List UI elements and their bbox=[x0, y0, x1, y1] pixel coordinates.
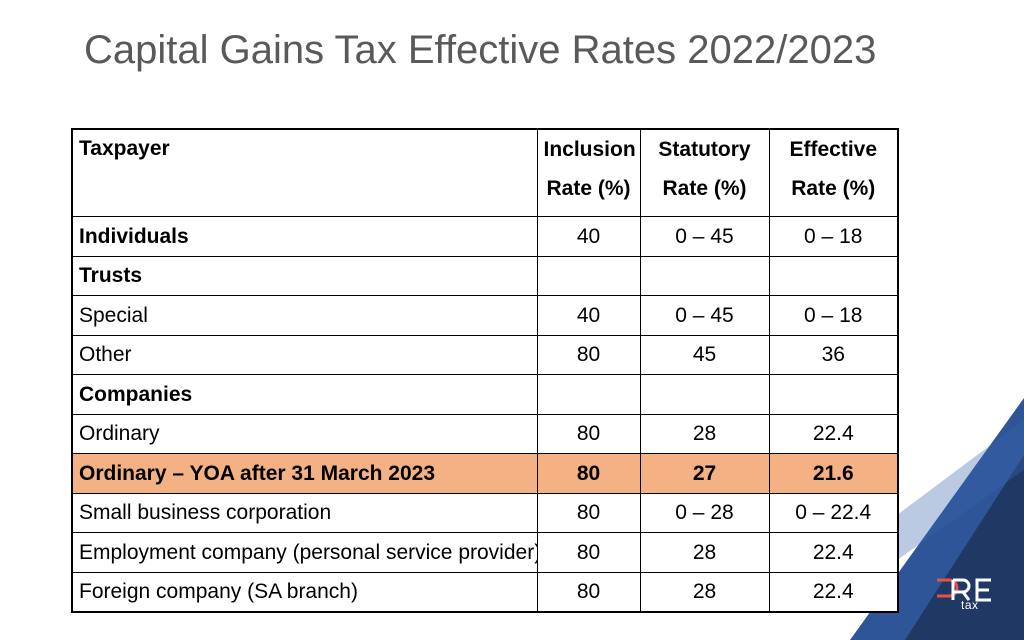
brand-logo-word: tax bbox=[961, 598, 979, 612]
header-taxpayer: Taxpayer bbox=[71, 128, 538, 217]
cell-inclusion: 80 bbox=[536, 571, 641, 613]
cell-statutory: 28 bbox=[639, 532, 770, 573]
brand-stripe-fade bbox=[897, 420, 1024, 560]
cgt-rates-table: Taxpayer Inclusion Rate (%) Statutory Ra… bbox=[71, 128, 899, 613]
row-label: Employment company (personal service pro… bbox=[71, 532, 538, 573]
table-row-foreign-company: Foreign company (SA branch) 80 28 22.4 bbox=[71, 571, 899, 613]
cell-inclusion: 40 bbox=[536, 216, 641, 257]
cell-statutory: 27 bbox=[639, 453, 770, 494]
cell-statutory: 0 – 28 bbox=[639, 492, 770, 533]
row-label: Trusts bbox=[71, 255, 538, 296]
cell-effective: 0 – 18 bbox=[768, 295, 899, 336]
row-label: Small business corporation bbox=[71, 492, 538, 533]
cell-statutory bbox=[639, 255, 770, 296]
row-label: Special bbox=[71, 295, 538, 336]
header-effective-rate: Effective Rate (%) bbox=[768, 128, 899, 217]
table-row-companies-group: Companies bbox=[71, 374, 899, 415]
header-effective-line2: Rate (%) bbox=[791, 177, 876, 200]
header-statutory-line2: Rate (%) bbox=[662, 177, 747, 200]
table-row-individuals: Individuals 40 0 – 45 0 – 18 bbox=[71, 216, 899, 257]
cell-effective: 22.4 bbox=[768, 413, 899, 454]
table-row-ordinary: Ordinary 80 28 22.4 bbox=[71, 413, 899, 454]
table-row-trusts-group: Trusts bbox=[71, 255, 899, 296]
cell-effective: 0 – 18 bbox=[768, 216, 899, 257]
cell-effective: 22.4 bbox=[768, 571, 899, 613]
cell-inclusion: 80 bbox=[536, 334, 641, 375]
cell-inclusion bbox=[536, 374, 641, 415]
page-title: Capital Gains Tax Effective Rates 2022/2… bbox=[84, 28, 877, 72]
table-row-employment-company: Employment company (personal service pro… bbox=[71, 532, 899, 573]
cell-inclusion: 80 bbox=[536, 413, 641, 454]
cell-statutory bbox=[639, 374, 770, 415]
cell-statutory: 0 – 45 bbox=[639, 216, 770, 257]
header-inclusion-line1: Inclusion bbox=[543, 138, 636, 161]
cell-statutory: 28 bbox=[639, 571, 770, 613]
cell-statutory: 0 – 45 bbox=[639, 295, 770, 336]
cell-effective bbox=[768, 255, 899, 296]
cell-effective bbox=[768, 374, 899, 415]
cell-inclusion bbox=[536, 255, 641, 296]
cell-effective: 21.6 bbox=[768, 453, 899, 494]
row-label: Companies bbox=[71, 374, 538, 415]
row-label: Individuals bbox=[71, 216, 538, 257]
header-inclusion-rate: Inclusion Rate (%) bbox=[536, 128, 641, 217]
table-row-special: Special 40 0 – 45 0 – 18 bbox=[71, 295, 899, 336]
table-row-other: Other 80 45 36 bbox=[71, 334, 899, 375]
brand-logo-icon bbox=[937, 578, 991, 602]
cell-effective: 36 bbox=[768, 334, 899, 375]
row-label: Foreign company (SA branch) bbox=[71, 571, 538, 613]
header-inclusion-line2: Rate (%) bbox=[546, 177, 631, 200]
row-label: Other bbox=[71, 334, 538, 375]
row-label: Ordinary – YOA after 31 March 2023 bbox=[71, 453, 538, 494]
cell-effective: 22.4 bbox=[768, 532, 899, 573]
table-header-row: Taxpayer Inclusion Rate (%) Statutory Ra… bbox=[71, 128, 899, 217]
cell-inclusion: 80 bbox=[536, 453, 641, 494]
cell-effective: 0 – 22.4 bbox=[768, 492, 899, 533]
cell-inclusion: 80 bbox=[536, 532, 641, 573]
cell-inclusion: 40 bbox=[536, 295, 641, 336]
header-statutory-line1: Statutory bbox=[658, 138, 751, 161]
table-row-ordinary-yoa-highlighted: Ordinary – YOA after 31 March 2023 80 27… bbox=[71, 453, 899, 494]
cell-statutory: 28 bbox=[639, 413, 770, 454]
header-statutory-rate: Statutory Rate (%) bbox=[639, 128, 770, 217]
row-label: Ordinary bbox=[71, 413, 538, 454]
header-effective-line1: Effective bbox=[789, 138, 878, 161]
brand-stripe-dark bbox=[905, 455, 1024, 640]
cell-inclusion: 80 bbox=[536, 492, 641, 533]
table-row-small-business: Small business corporation 80 0 – 28 0 –… bbox=[71, 492, 899, 533]
cell-statutory: 45 bbox=[639, 334, 770, 375]
